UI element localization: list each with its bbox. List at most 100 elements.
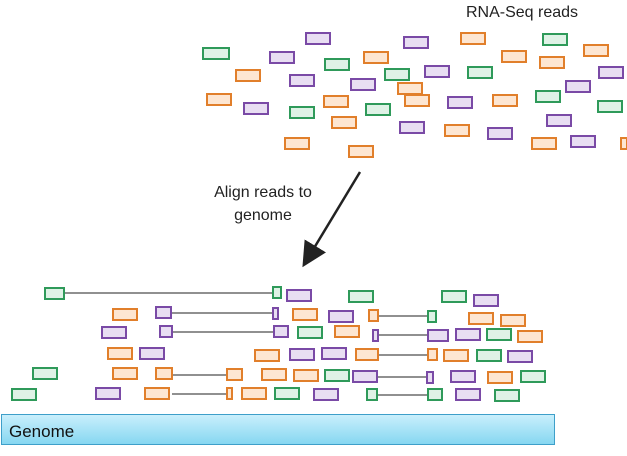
read-unaligned-orange: [492, 94, 518, 107]
read-unaligned-purple: [403, 36, 429, 49]
read-unaligned-orange: [404, 94, 430, 107]
read-aligned-orange: [368, 309, 379, 322]
read-aligned-purple: [455, 328, 481, 341]
read-unaligned-green: [384, 68, 410, 81]
read-aligned-orange: [107, 347, 133, 360]
read-aligned-orange: [155, 367, 173, 380]
genome-label: Genome: [9, 422, 75, 441]
read-aligned-orange: [487, 371, 513, 384]
read-aligned-green: [366, 388, 378, 401]
read-aligned-orange: [355, 348, 379, 361]
read-unaligned-orange: [531, 137, 557, 150]
read-unaligned-orange: [348, 145, 374, 158]
read-aligned-purple: [273, 325, 289, 338]
read-unaligned-green: [365, 103, 391, 116]
read-aligned-orange: [334, 325, 360, 338]
read-aligned-purple: [101, 326, 127, 339]
read-aligned-orange: [241, 387, 267, 400]
read-aligned-green: [324, 369, 350, 382]
read-unaligned-orange: [397, 82, 423, 95]
read-aligned-green: [11, 388, 37, 401]
read-aligned-purple: [155, 306, 172, 319]
read-unaligned-green: [202, 47, 230, 60]
read-aligned-green: [486, 328, 512, 341]
read-aligned-green: [348, 290, 374, 303]
align-caption-line2: genome: [234, 207, 292, 224]
read-aligned-purple: [139, 347, 165, 360]
read-unaligned-green: [542, 33, 568, 46]
read-unaligned-purple: [289, 74, 315, 87]
read-aligned-purple: [372, 329, 379, 342]
read-unaligned-orange: [363, 51, 389, 64]
read-aligned-green: [476, 349, 502, 362]
read-aligned-orange: [427, 348, 438, 361]
read-aligned-purple: [507, 350, 533, 363]
read-aligned-purple: [95, 387, 121, 400]
read-aligned-green: [297, 326, 323, 339]
read-unaligned-orange: [235, 69, 261, 82]
read-aligned-orange: [443, 349, 469, 362]
read-aligned-purple: [289, 348, 315, 361]
read-aligned-purple: [427, 329, 449, 342]
read-aligned-orange: [517, 330, 543, 343]
read-unaligned-orange: [206, 93, 232, 106]
read-aligned-green: [427, 310, 437, 323]
read-aligned-orange: [254, 349, 280, 362]
read-aligned-purple: [328, 310, 354, 323]
read-aligned-orange: [293, 369, 319, 382]
read-aligned-purple: [313, 388, 339, 401]
read-unaligned-green: [597, 100, 623, 113]
read-aligned-orange: [292, 308, 318, 321]
read-unaligned-orange: [323, 95, 349, 108]
read-unaligned-purple: [350, 78, 376, 91]
read-unaligned-purple: [399, 121, 425, 134]
splice-junction-lines: [64, 292, 428, 396]
read-aligned-green: [520, 370, 546, 383]
read-aligned-purple: [426, 371, 434, 384]
read-aligned-purple: [159, 325, 173, 338]
read-aligned-orange: [226, 387, 233, 400]
read-aligned-green: [427, 388, 443, 401]
read-aligned-orange: [500, 314, 526, 327]
read-aligned-green: [494, 389, 520, 402]
read-aligned-green: [44, 287, 65, 300]
read-unaligned-green: [289, 106, 315, 119]
read-unaligned-purple: [424, 65, 450, 78]
genome-bar: Genome: [1, 414, 555, 445]
read-unaligned-green: [324, 58, 350, 71]
rna-seq-reads-label: RNA-Seq reads: [466, 4, 578, 21]
read-unaligned-orange: [501, 50, 527, 63]
read-unaligned-orange: [620, 137, 627, 150]
aligned-reads-group: [11, 286, 546, 402]
read-unaligned-purple: [243, 102, 269, 115]
read-aligned-green: [32, 367, 58, 380]
read-aligned-purple: [321, 347, 347, 360]
read-aligned-orange: [112, 308, 138, 321]
read-unaligned-purple: [546, 114, 572, 127]
read-unaligned-purple: [487, 127, 513, 140]
read-unaligned-green: [535, 90, 561, 103]
read-aligned-orange: [261, 368, 287, 381]
align-caption-line1: Align reads to: [214, 184, 312, 201]
read-unaligned-orange: [331, 116, 357, 129]
read-aligned-purple: [450, 370, 476, 383]
align-arrow: [302, 171, 362, 268]
unaligned-reads-group: [202, 32, 627, 158]
read-unaligned-orange: [539, 56, 565, 69]
read-unaligned-purple: [570, 135, 596, 148]
read-unaligned-purple: [565, 80, 591, 93]
read-aligned-green: [272, 286, 282, 299]
read-aligned-orange: [144, 387, 170, 400]
read-aligned-purple: [286, 289, 312, 302]
read-aligned-purple: [473, 294, 499, 307]
read-aligned-purple: [455, 388, 481, 401]
read-unaligned-orange: [460, 32, 486, 45]
read-unaligned-purple: [598, 66, 624, 79]
read-unaligned-orange: [284, 137, 310, 150]
read-unaligned-purple: [447, 96, 473, 109]
read-aligned-purple: [272, 307, 279, 320]
read-unaligned-green: [467, 66, 493, 79]
read-unaligned-orange: [583, 44, 609, 57]
read-aligned-purple: [352, 370, 378, 383]
